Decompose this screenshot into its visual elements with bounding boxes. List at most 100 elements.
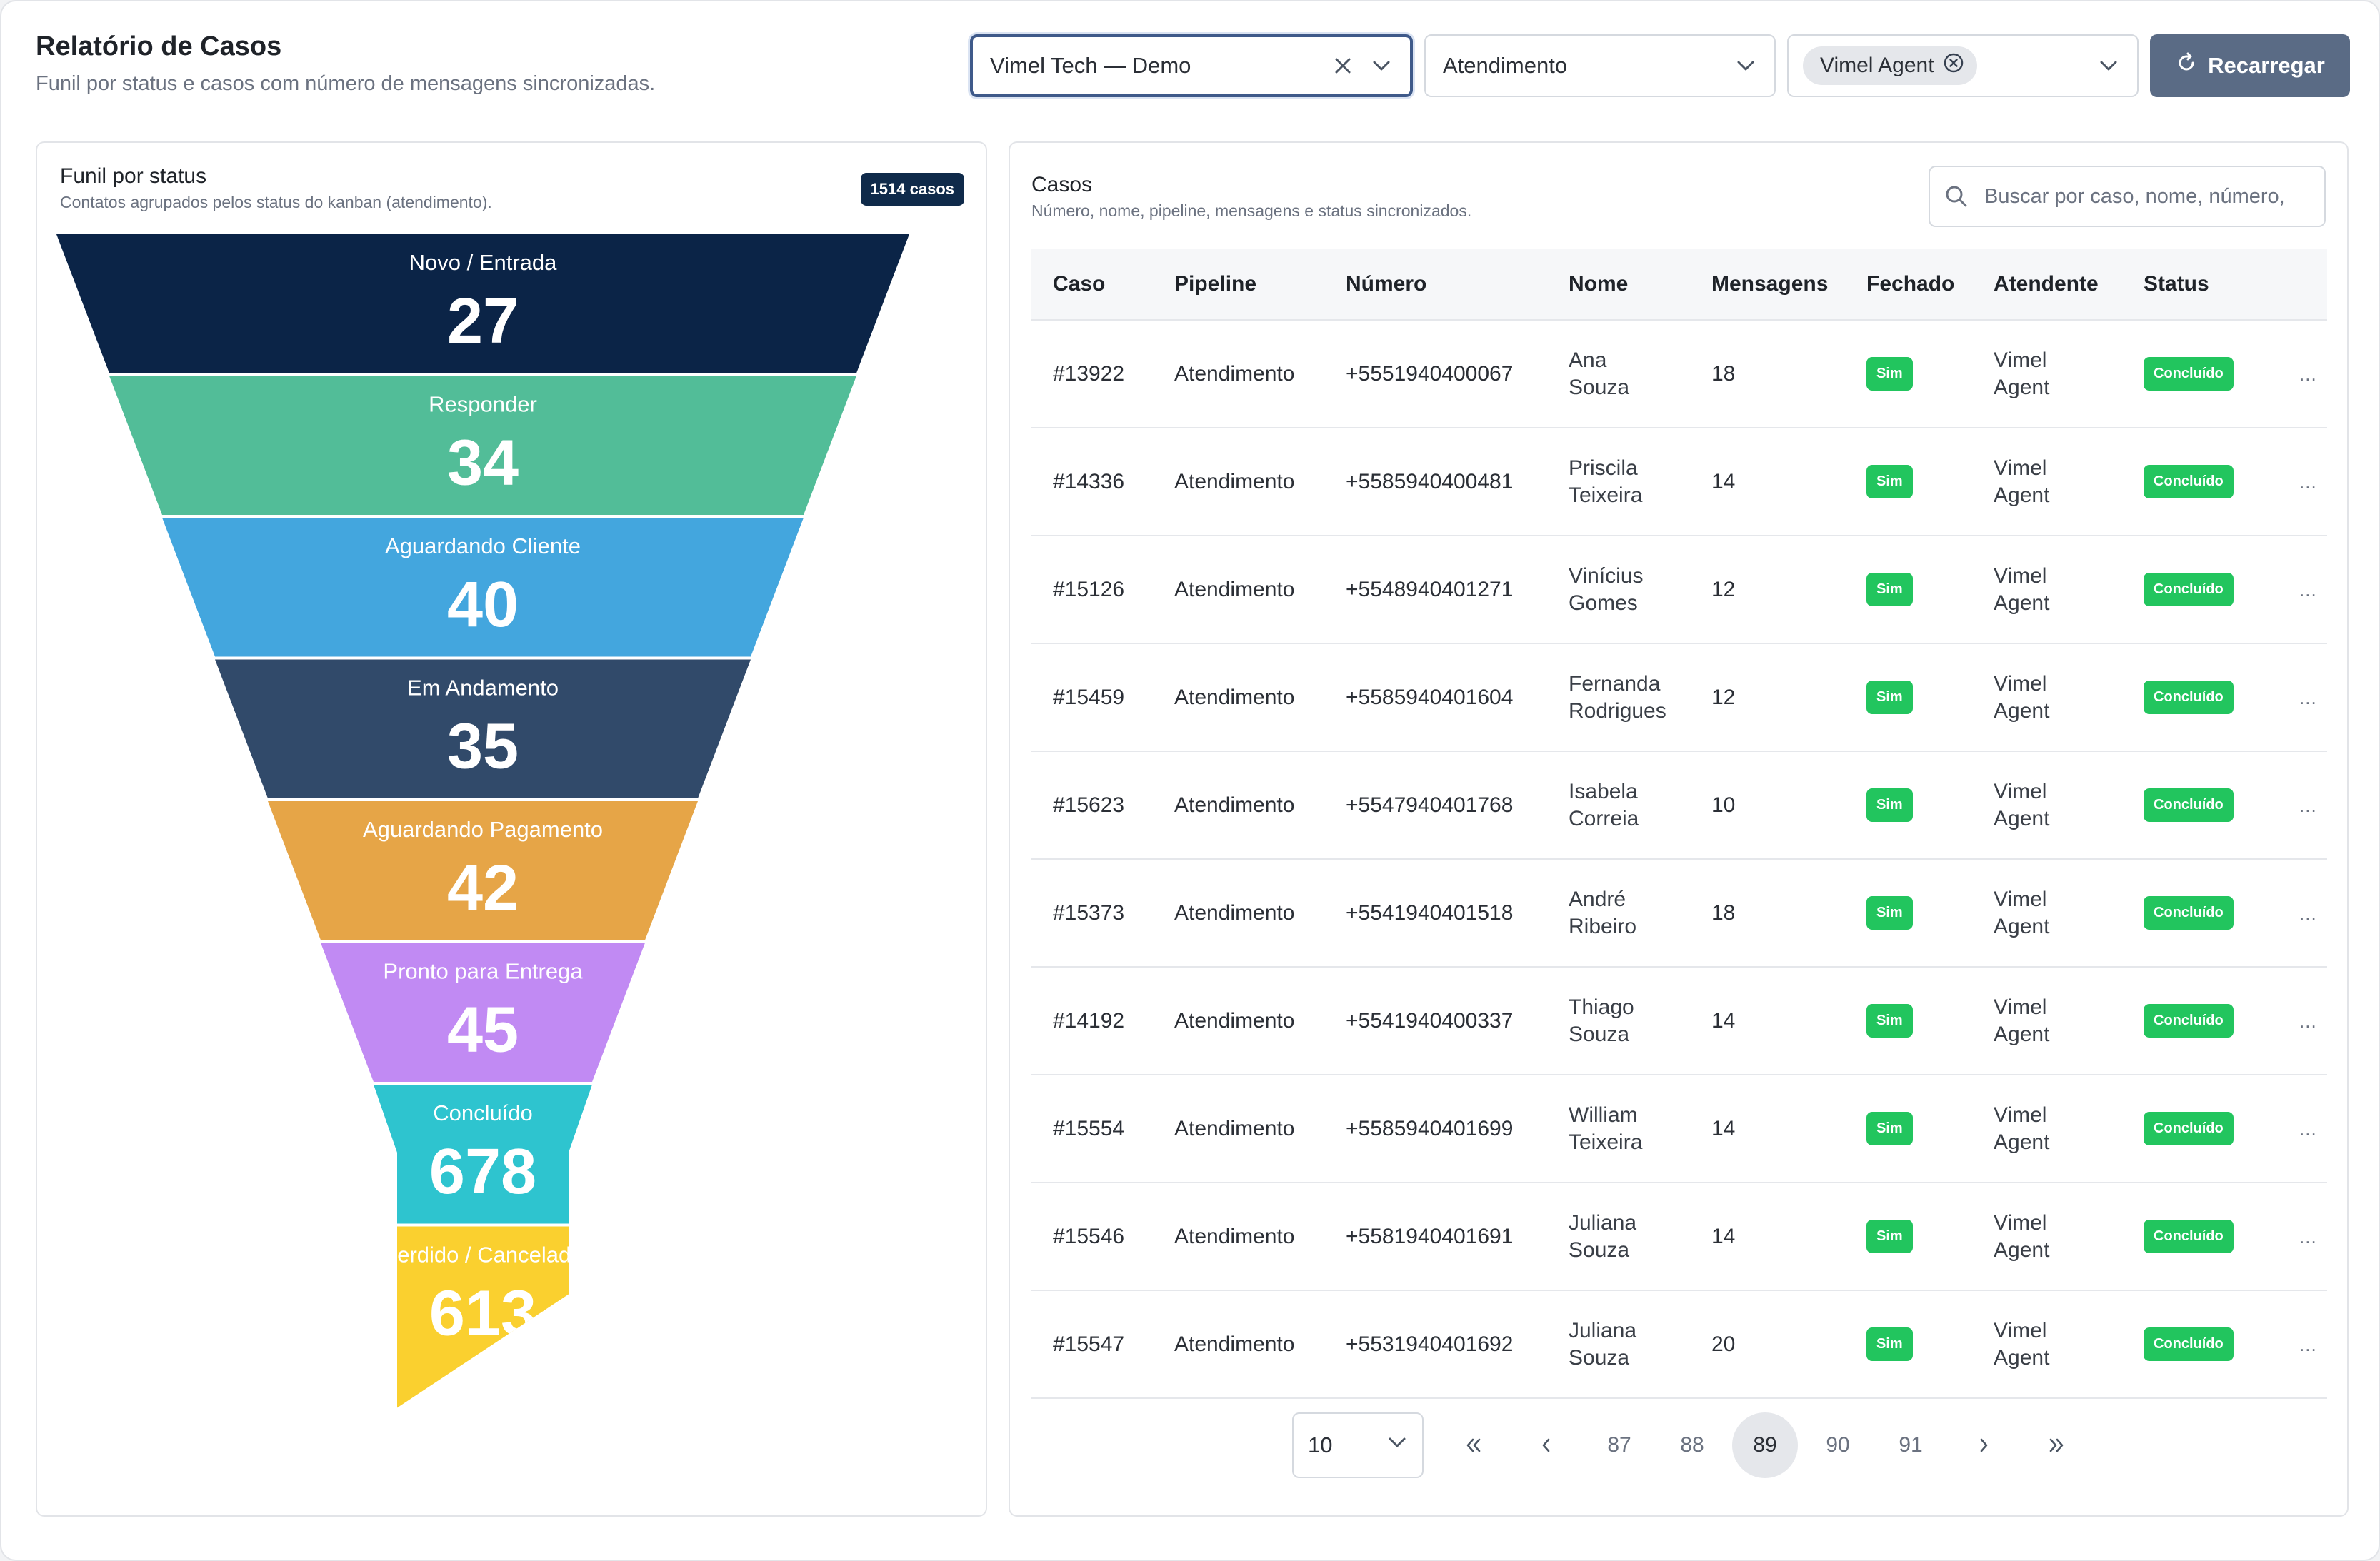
status-badge: Concluído <box>2144 573 2234 606</box>
funnel-stage-value: 678 <box>429 1136 536 1208</box>
funnel-stage[interactable] <box>56 234 909 373</box>
more-icon[interactable]: ... <box>2299 1010 2317 1032</box>
agent-chip: Vimel Agent <box>1803 46 1977 85</box>
table-row[interactable]: #14336 Atendimento +5585940400481 Priscila T… <box>1031 428 2327 536</box>
funnel-stage-label: Concluído <box>433 1100 533 1125</box>
table-row[interactable]: #15126 Atendimento +5548940401271 Vinícius G… <box>1031 536 2327 643</box>
case-name-first: Thiago <box>1569 995 1634 1019</box>
agent-select[interactable]: Vimel Agent <box>1787 34 2139 97</box>
funnel-stage-value: 27 <box>447 286 519 357</box>
column-header-status[interactable]: Status <box>2122 249 2278 321</box>
column-header-pipeline[interactable]: Pipeline <box>1153 249 1324 321</box>
table-row[interactable]: #13922 Atendimento +5551940400067 Ana Souza 1… <box>1031 320 2327 428</box>
first-page-button[interactable] <box>1441 1412 1506 1478</box>
prev-page-button[interactable] <box>1514 1412 1579 1478</box>
row-actions[interactable]: ... <box>2278 967 2327 1075</box>
case-name: Priscila Teixeira <box>1547 428 1690 536</box>
chevron-down-icon[interactable] <box>2097 54 2120 77</box>
table-row[interactable]: #15459 Atendimento +5585940401604 Fernanda R… <box>1031 643 2327 751</box>
case-id: #14192 <box>1053 1008 1125 1033</box>
case-pipeline: Atendimento <box>1174 469 1295 493</box>
row-actions[interactable]: ... <box>2278 536 2327 643</box>
page-button-88[interactable]: 88 <box>1680 1433 1704 1457</box>
column-header-fechado[interactable]: Fechado <box>1845 249 1972 321</box>
table-row[interactable]: #14192 Atendimento +5541940400337 Thiago Sou… <box>1031 967 2327 1075</box>
funnel-stage[interactable] <box>162 518 804 657</box>
case-name-last: Ribeiro <box>1569 914 1637 938</box>
more-icon[interactable]: ... <box>2299 1118 2317 1140</box>
case-name: Thiago Souza <box>1547 967 1690 1075</box>
next-page-button[interactable] <box>1951 1412 2016 1478</box>
clear-icon[interactable] <box>1331 54 1354 77</box>
row-actions[interactable]: ... <box>2278 428 2327 536</box>
row-actions[interactable]: ... <box>2278 320 2327 428</box>
chevron-down-icon[interactable] <box>1734 54 1757 77</box>
row-actions[interactable]: ... <box>2278 1075 2327 1183</box>
cases-table: Caso Pipeline Número Nome Mensagens Fech… <box>1031 249 2327 1399</box>
case-pipeline: Atendimento <box>1174 361 1295 386</box>
column-header-actions <box>2278 249 2327 321</box>
case-name: Vinícius Gomes <box>1547 536 1690 643</box>
more-icon[interactable]: ... <box>2299 902 2317 924</box>
more-icon[interactable]: ... <box>2299 578 2317 601</box>
column-header-mensagens[interactable]: Mensagens <box>1690 249 1845 321</box>
more-icon[interactable]: ... <box>2299 363 2317 385</box>
page-button-91[interactable]: 91 <box>1899 1433 1923 1457</box>
case-messages: 14 <box>1711 1116 1736 1140</box>
page-button-current[interactable]: 89 <box>1732 1412 1798 1478</box>
case-pipeline: Atendimento <box>1174 685 1295 709</box>
chevrons-right-icon <box>2049 1438 2064 1452</box>
case-status: Concluído <box>2122 1075 2278 1183</box>
row-actions[interactable]: ... <box>2278 859 2327 967</box>
remove-chip-icon[interactable] <box>1943 52 1964 79</box>
refresh-icon <box>2175 51 2198 80</box>
row-actions[interactable]: ... <box>2278 1183 2327 1290</box>
reload-button-label: Recarregar <box>2208 53 2325 78</box>
reload-button[interactable]: Recarregar <box>2150 34 2350 97</box>
search-input[interactable]: Buscar por caso, nome, número, <box>1929 166 2326 227</box>
more-icon[interactable]: ... <box>2299 1333 2317 1355</box>
case-name-last: Correia <box>1569 806 1639 830</box>
column-header-numero[interactable]: Número <box>1324 249 1547 321</box>
page-button-90[interactable]: 90 <box>1826 1433 1850 1457</box>
case-agent-last: Agent <box>1994 698 2050 723</box>
funnel-stage[interactable] <box>268 801 698 940</box>
column-header-nome[interactable]: Nome <box>1547 249 1690 321</box>
pipeline-select[interactable]: Atendimento <box>1424 34 1776 97</box>
case-name-first: Vinícius <box>1569 563 1644 588</box>
filter-bar: Vimel Tech — Demo Atendimento Vimel Agen… <box>970 34 2350 97</box>
funnel-stage[interactable] <box>321 943 645 1083</box>
row-actions[interactable]: ... <box>2278 751 2327 859</box>
chevron-down-icon[interactable] <box>1370 54 1393 77</box>
funnel-stage[interactable] <box>109 376 856 516</box>
table-row[interactable]: #15554 Atendimento +5585940401699 William Te… <box>1031 1075 2327 1183</box>
funnel-stage[interactable] <box>397 1226 569 1408</box>
funnel-stage[interactable] <box>374 1085 592 1224</box>
column-header-caso[interactable]: Caso <box>1031 249 1153 321</box>
page-button-87[interactable]: 87 <box>1607 1433 1631 1457</box>
table-row[interactable]: #15623 Atendimento +5547940401768 Isabela Co… <box>1031 751 2327 859</box>
more-icon[interactable]: ... <box>2299 794 2317 816</box>
more-icon[interactable]: ... <box>2299 471 2317 493</box>
case-name-first: Priscila <box>1569 456 1638 480</box>
funnel-stage-value: 613 <box>429 1278 536 1350</box>
last-page-button[interactable] <box>2024 1412 2089 1478</box>
page-size-select[interactable]: 10 <box>1292 1412 1424 1478</box>
case-agent-last: Agent <box>1994 1130 2050 1154</box>
table-row[interactable]: #15373 Atendimento +5541940401518 André Ribe… <box>1031 859 2327 967</box>
closed-badge: Sim <box>1866 1220 1913 1253</box>
page-title: Relatório de Casos <box>36 31 282 61</box>
more-icon[interactable]: ... <box>2299 1225 2317 1248</box>
agent-select-values: Vimel Agent <box>1803 46 2081 85</box>
status-badge: Concluído <box>2144 788 2234 822</box>
row-actions[interactable]: ... <box>2278 1290 2327 1398</box>
case-pipeline: Atendimento <box>1174 1008 1295 1033</box>
funnel-stage[interactable] <box>215 659 751 799</box>
table-row[interactable]: #15547 Atendimento +5531940401692 Juliana So… <box>1031 1290 2327 1398</box>
row-actions[interactable]: ... <box>2278 643 2327 751</box>
table-row[interactable]: #15546 Atendimento +5581940401691 Juliana So… <box>1031 1183 2327 1290</box>
cases-title: Casos <box>1031 173 1093 196</box>
company-select[interactable]: Vimel Tech — Demo <box>970 34 1413 97</box>
more-icon[interactable]: ... <box>2299 686 2317 708</box>
column-header-atendente[interactable]: Atendente <box>1972 249 2122 321</box>
